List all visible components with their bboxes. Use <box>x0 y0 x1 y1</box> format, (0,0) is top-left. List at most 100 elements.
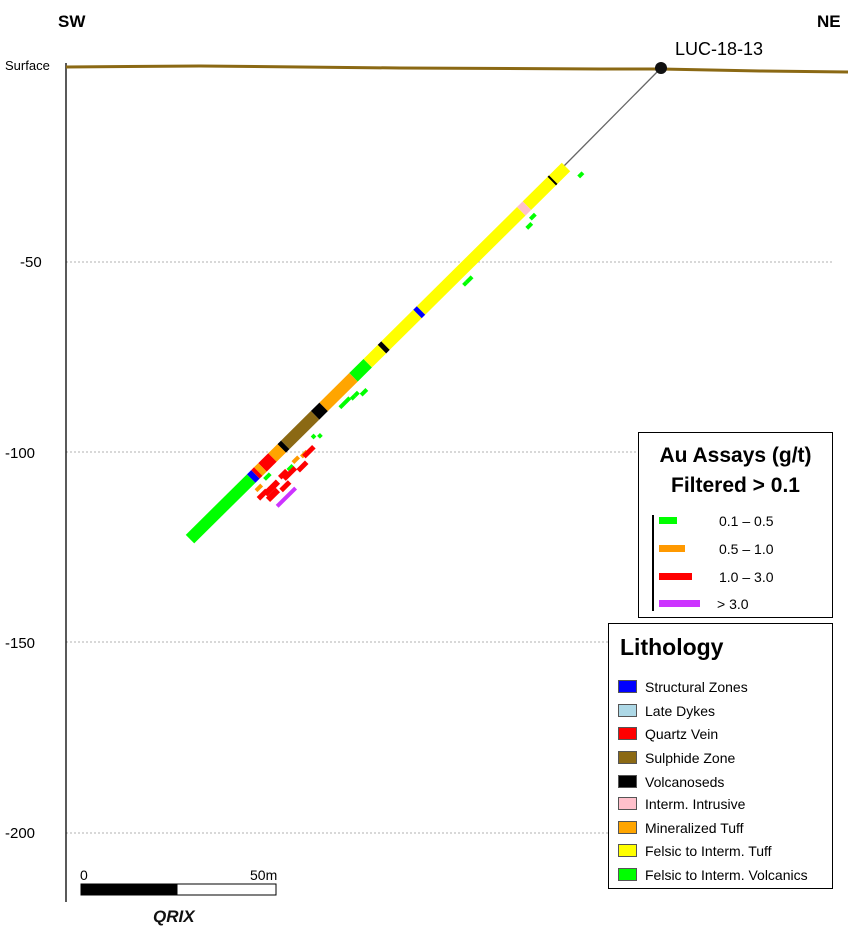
lithology-label: Structural Zones <box>645 679 748 695</box>
assay-legend-item: 1.0 – 3.0 <box>657 567 827 587</box>
depth-tick-200: -200 <box>5 825 35 842</box>
litho-segment-felsic-tuff <box>522 162 571 210</box>
assay-bar-high <box>278 468 289 480</box>
direction-ne-label: NE <box>817 12 841 31</box>
lithology-legend-item: Felsic to Interm. Volcanics <box>618 866 828 886</box>
litho-segment-sulphide-zone <box>281 411 320 450</box>
assay-bar-low <box>462 281 468 287</box>
lithology-legend-item: Structural Zones <box>618 678 828 698</box>
scale-bar-white <box>176 883 277 896</box>
swatch-felsic-tuff <box>618 844 637 857</box>
lithology-legend-item: Interm. Intrusive <box>618 795 828 815</box>
assay-bar-low <box>349 394 357 401</box>
lithology-label: Quartz Vein <box>645 726 719 742</box>
assay-legend-title: Au Assays (g/t) Filtered > 0.1 <box>639 441 832 501</box>
swatch-mineralized-tuff <box>618 821 637 834</box>
depth-tick-100: -100 <box>5 445 35 462</box>
litho-segment-structural-zone <box>413 306 426 319</box>
lithology-legend-item: Mineralized Tuff <box>618 819 828 839</box>
lithology-legend-item: Late Dykes <box>618 702 828 722</box>
lithology-label: Sulphide Zone <box>645 750 736 766</box>
assay-bar-low <box>338 396 352 410</box>
scale-bar-start-label: 0 <box>80 867 88 883</box>
litho-segment-quartz-vein <box>251 467 263 479</box>
assay-legend-axis <box>652 515 654 611</box>
lithology-legend-title: Lithology <box>620 634 724 660</box>
lithology-label: Mineralized Tuff <box>645 820 744 836</box>
logo-text: QRIX <box>153 907 196 926</box>
litho-segment-mineralized-tuff <box>268 444 286 462</box>
assay-bar-high <box>302 444 316 459</box>
lithology-legend-item: Sulphide Zone <box>618 749 828 769</box>
litho-segment-felsic-tuff <box>416 207 526 315</box>
assay-bar-high <box>282 466 298 481</box>
direction-sw-label: SW <box>58 12 86 31</box>
assay-bar-high <box>296 460 309 473</box>
drill-trace <box>562 67 662 168</box>
assay-bar-low <box>353 390 360 398</box>
scale-bar-black <box>80 883 178 896</box>
assay-swatch-low <box>659 517 677 524</box>
lithology-label: Volcanoseds <box>645 774 725 790</box>
swatch-volcanoseds <box>618 775 637 788</box>
assay-legend-item: 0.1 – 0.5 <box>657 511 827 531</box>
lithology-label: Interm. Intrusive <box>645 796 746 812</box>
assay-bar-low <box>286 463 295 472</box>
assay-legend: Au Assays (g/t) Filtered > 0.1 0.1 – 0.5… <box>638 432 833 618</box>
assay-legend-title-line1: Au Assays (g/t) <box>659 444 812 467</box>
lithology-legend-item: Quartz Vein <box>618 725 828 745</box>
litho-segment-mineralized-tuff <box>254 463 267 476</box>
scale-bar-end-label: 50m <box>250 867 277 883</box>
assay-legend-label: 0.1 – 0.5 <box>719 513 774 529</box>
company-logo: QRIX <box>153 907 196 926</box>
litho-segment-felsic-tuff <box>363 344 387 368</box>
surface-label: Surface <box>5 58 50 73</box>
swatch-interm-intrusive <box>618 797 637 810</box>
assay-swatch-high <box>659 573 692 580</box>
lithology-label: Late Dykes <box>645 703 716 719</box>
litho-segment-felsic-volcanics <box>349 358 372 382</box>
litho-segment-volcanoseds <box>277 440 290 453</box>
assay-bars <box>254 171 585 508</box>
lithology-legend: Lithology Structural Zones Late Dykes Qu… <box>608 623 833 889</box>
litho-segment-volcanoseds <box>547 175 558 186</box>
lithology-label: Felsic to Interm. Volcanics <box>645 867 808 883</box>
depth-tick-50: -50 <box>20 254 42 271</box>
litho-segment-structural-zone <box>246 470 260 483</box>
swatch-quartz-vein <box>618 727 637 740</box>
lithology-legend-item: Volcanoseds <box>618 773 828 793</box>
assay-bar-low <box>263 472 272 481</box>
swatch-late-dykes <box>618 704 637 717</box>
lithology-column <box>185 162 571 544</box>
assay-bar-very-high <box>275 486 298 508</box>
assay-swatch-medium <box>659 545 685 552</box>
assay-bar-medium <box>291 455 301 464</box>
assay-swatch-very-high <box>659 600 700 607</box>
assay-bar-low <box>317 433 323 439</box>
assay-legend-label: > 3.0 <box>717 596 749 612</box>
assay-bar-low <box>528 212 537 221</box>
assay-bar-low <box>310 433 317 440</box>
litho-segment-mineralized-tuff <box>319 373 358 412</box>
lithology-label: Felsic to Interm. Tuff <box>645 843 772 859</box>
assay-bar-low <box>464 275 474 284</box>
litho-segment-interm-intrusive <box>516 201 532 216</box>
swatch-felsic-volcanics <box>618 868 637 881</box>
litho-segment-felsic-volcanics <box>185 474 256 544</box>
assay-legend-item: > 3.0 <box>657 594 827 614</box>
assay-bar-high <box>256 488 269 501</box>
assay-legend-label: 0.5 – 1.0 <box>719 541 774 557</box>
lithology-legend-item: Felsic to Interm. Tuff <box>618 842 828 862</box>
litho-segment-volcanoseds <box>377 341 390 354</box>
assay-legend-item: 0.5 – 1.0 <box>657 539 827 559</box>
assay-legend-label: 1.0 – 3.0 <box>719 569 774 585</box>
litho-segment-quartz-vein <box>258 453 277 472</box>
hole-id-label: LUC-18-13 <box>675 39 763 59</box>
surface-line <box>65 64 849 74</box>
assay-bar-medium <box>254 483 264 493</box>
depth-tick-150: -150 <box>5 635 35 652</box>
swatch-sulphide-zone <box>618 751 637 764</box>
swatch-structural-zones <box>618 680 637 693</box>
assay-bar-low <box>525 221 534 230</box>
